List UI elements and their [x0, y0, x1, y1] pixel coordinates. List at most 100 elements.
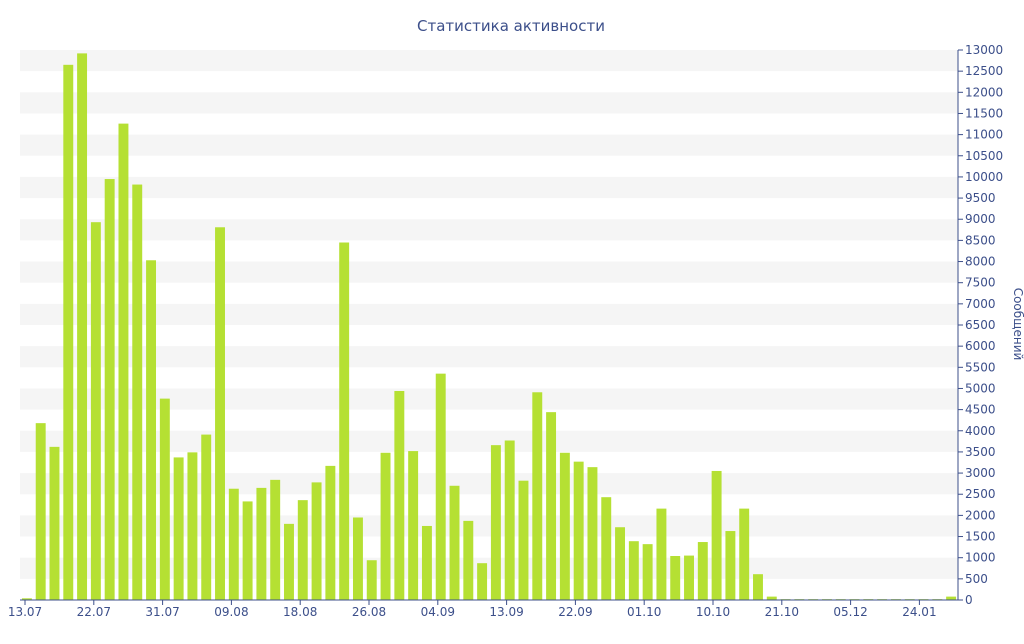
- bar: [946, 596, 957, 600]
- x-tick-label: 22.07: [77, 605, 111, 619]
- y-tick-label: 13000: [965, 43, 1003, 57]
- y-tick-label: 7000: [965, 297, 996, 311]
- bar: [463, 520, 474, 600]
- bar: [132, 184, 143, 601]
- bar: [104, 179, 115, 601]
- y-tick-label: 10500: [965, 149, 1003, 163]
- bar: [753, 574, 763, 600]
- bar: [435, 373, 446, 600]
- bar: [490, 445, 501, 600]
- x-tick-label: 13.09: [489, 605, 523, 619]
- y-tick-label: 1500: [965, 530, 996, 544]
- bar: [449, 485, 460, 600]
- y-tick-label: 2500: [965, 487, 996, 501]
- x-tick-label: 18.08: [283, 605, 317, 619]
- bar: [118, 123, 129, 601]
- y-axis-label: Сообщений: [1011, 288, 1024, 361]
- y-tick-label: 12500: [965, 64, 1003, 78]
- x-tick-label: 24.01: [902, 605, 936, 619]
- bar: [573, 461, 584, 600]
- bar: [408, 451, 419, 600]
- grid-band: [20, 515, 958, 537]
- bar: [587, 467, 598, 600]
- bar: [35, 423, 46, 600]
- y-tick-label: 8000: [965, 255, 996, 269]
- x-tick-label: 01.10: [627, 605, 661, 619]
- x-tick-label: 13.07: [8, 605, 42, 619]
- bar: [325, 465, 336, 600]
- bar: [518, 480, 529, 600]
- bar: [628, 541, 639, 600]
- y-tick-label: 11000: [965, 128, 1003, 142]
- bar: [270, 479, 281, 600]
- x-tick-label: 04.09: [421, 605, 455, 619]
- bar: [352, 517, 363, 600]
- y-ticks: 0 500 1000 1500 2000 2500 3000 3500 4000 4500 5000…: [958, 43, 1003, 607]
- bar: [49, 446, 60, 600]
- x-tick-label: 22.09: [558, 605, 592, 619]
- bar: [90, 222, 101, 600]
- y-tick-label: 3500: [965, 445, 996, 459]
- bar: [504, 440, 515, 600]
- grid-bands: [20, 50, 958, 579]
- bar: [215, 227, 225, 600]
- bar: [711, 470, 722, 600]
- bar: [697, 542, 708, 600]
- y-tick-label: 5000: [965, 381, 996, 395]
- bar: [173, 457, 184, 600]
- bar: [380, 452, 391, 600]
- x-tick-label: 10.10: [696, 605, 730, 619]
- y-tick-label: 7500: [965, 276, 996, 290]
- bar: [284, 523, 294, 600]
- bar: [366, 560, 377, 600]
- grid-band: [20, 388, 958, 410]
- grid-band: [20, 473, 958, 495]
- bar: [159, 398, 170, 600]
- bar: [242, 501, 253, 600]
- bar: [766, 596, 777, 600]
- x-tick-label: 31.07: [145, 605, 179, 619]
- y-tick-label: 4500: [965, 403, 996, 417]
- bar: [546, 412, 557, 600]
- bar: [642, 544, 653, 600]
- x-tick-label: 09.08: [214, 605, 248, 619]
- grid-band: [20, 303, 958, 325]
- bar: [394, 391, 405, 600]
- y-tick-label: 3000: [965, 466, 996, 480]
- y-tick-label: 9500: [965, 191, 996, 205]
- bar: [21, 598, 32, 600]
- grid-band: [20, 261, 958, 283]
- bars-group: [21, 53, 957, 601]
- grid-band: [20, 219, 958, 241]
- bar: [670, 556, 681, 600]
- bar: [477, 563, 488, 600]
- bar: [201, 434, 212, 600]
- y-tick-label: 6500: [965, 318, 996, 332]
- grid-band: [20, 92, 958, 114]
- x-tick-label: 21.10: [765, 605, 799, 619]
- bar: [63, 64, 74, 600]
- bar: [421, 525, 432, 600]
- bar: [339, 242, 350, 600]
- y-tick-label: 4000: [965, 424, 996, 438]
- y-tick-label: 10000: [965, 170, 1003, 184]
- grid-band: [20, 134, 958, 156]
- bar: [559, 452, 570, 600]
- grid-band: [20, 176, 958, 199]
- y-tick-label: 9000: [965, 212, 996, 226]
- x-ticks: 13.07 22.07 31.07 09.08 18.08 26.08 04.09 13.09…: [8, 600, 937, 619]
- y-tick-label: 5500: [965, 360, 996, 374]
- y-tick-label: 500: [965, 572, 988, 586]
- bar: [77, 53, 88, 600]
- grid-band: [20, 50, 958, 72]
- x-tick-label: 26.08: [352, 605, 386, 619]
- y-tick-label: 0: [965, 593, 973, 607]
- grid-band: [20, 430, 958, 452]
- y-tick-label: 1000: [965, 551, 996, 565]
- bar: [684, 555, 694, 600]
- bar: [187, 452, 198, 600]
- bar: [311, 482, 322, 600]
- bar: [739, 508, 750, 600]
